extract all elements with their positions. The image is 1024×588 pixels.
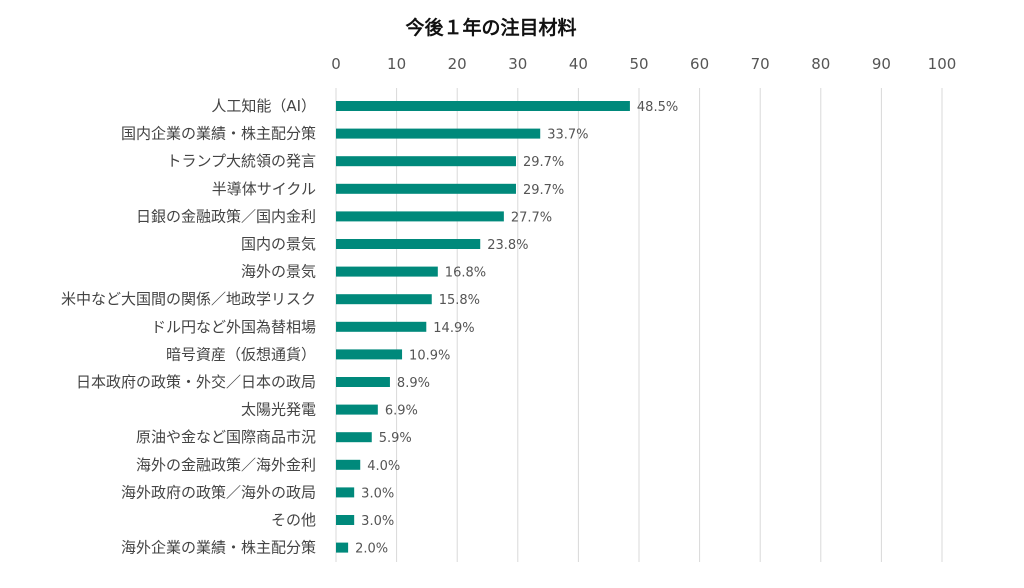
category-labels: 人工知能（AI） 国内企業の業績・株主配分策トランプ大統領の発言半導体サイクル日銀… [61,97,316,557]
bar [336,101,630,111]
data-label: 15.8% [439,293,480,308]
data-labels: 48.5% 33.7% 29.7% 29.7% 27.7% 23.8%16.8% 15.8%… [355,100,678,557]
x-tick-label: 70 [751,55,770,73]
x-tick-label: 100 [928,55,957,73]
x-tick-label: 0 [331,55,341,73]
x-tick-label: 90 [872,55,891,73]
data-label: 4.0% [367,459,400,474]
data-label: 10.9% [409,348,450,363]
data-label: 6.9% [385,404,418,419]
bar [336,432,372,443]
data-label: 48.5% [637,100,678,115]
category-label: 太陽光発電 [241,401,316,419]
category-label: 海外の景気 [241,263,316,281]
x-tick-label: 80 [811,55,830,73]
category-label: 人工知能（AI） [211,97,316,115]
data-label: 14.9% [433,321,474,336]
data-label: 3.0% [361,486,394,501]
bar [336,294,432,305]
data-label: 3.0% [361,514,394,529]
data-label: 23.8% [487,238,528,253]
bar [336,128,541,139]
x-tick-label: 50 [629,55,648,73]
data-label: 8.9% [397,376,430,391]
category-label: 海外政府の政策／海外の政局 [121,483,316,501]
x-tick-label: 40 [569,55,588,73]
category-label: 海外の金融政策／海外金利 [136,456,316,474]
bar [336,459,361,470]
bar [336,239,481,249]
category-label: ドル円など外国為替相場 [151,318,316,336]
category-label: 日銀の金融政策／国内金利 [136,207,316,225]
gridlines [335,88,943,562]
bar [336,349,403,360]
data-label: 33.7% [547,128,588,143]
category-label: 海外企業の業績・株主配分策 [121,539,316,557]
x-axis-tick-labels: 0 10 20 30 40 50 60 70 80 90 100 [331,55,956,73]
bars [336,101,630,553]
category-label: 国内の景気 [241,235,316,253]
chart-title: 今後１年の注目材料 [404,16,576,39]
data-label: 27.7% [511,210,552,225]
x-tick-label: 30 [508,55,527,73]
bar [336,321,427,332]
x-tick-label: 20 [448,55,467,73]
category-label: 半導体サイクル [212,180,316,198]
data-label: 29.7% [523,155,564,170]
category-label: トランプ大統領の発言 [166,152,316,170]
data-label: 2.0% [355,542,388,557]
bar [336,266,438,277]
data-label: 5.9% [379,431,412,446]
x-tick-label: 60 [690,55,709,73]
data-label: 16.8% [445,266,486,281]
bar [336,515,355,525]
category-label: 米中など大国間の関係／地政学リスク [61,290,316,308]
category-label: 日本政府の政策・外交／日本の政局 [76,373,316,391]
bar [336,487,355,498]
category-label: その他 [271,511,316,529]
bar [336,211,504,222]
data-label: 29.7% [523,183,564,198]
x-tick-label: 10 [387,55,406,73]
category-label: 暗号資産（仮想通貨） [166,345,316,363]
bar [336,542,349,553]
bar [336,156,516,167]
bar [336,404,378,415]
bar [336,377,390,387]
category-label: 原油や金など国際商品市況 [136,428,316,446]
bar [336,183,516,194]
category-label: 国内企業の業績・株主配分策 [121,125,316,143]
